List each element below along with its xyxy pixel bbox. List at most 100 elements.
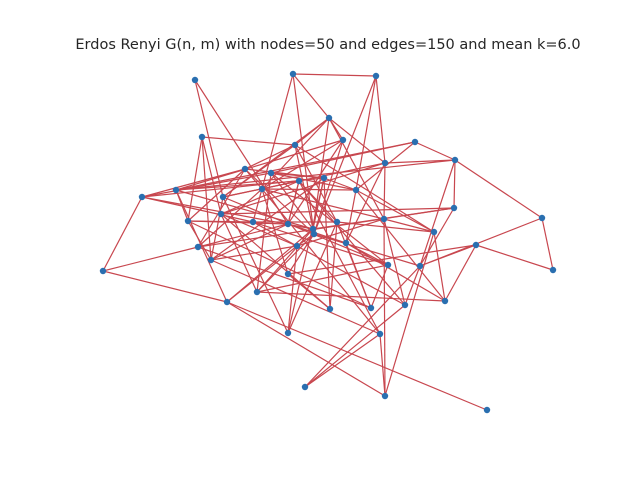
graph-edge [252,221,406,306]
graph-edge [197,223,289,248]
graph-edge [102,246,199,272]
graph-node [367,304,375,312]
graph-node [289,70,297,78]
graph-edge [226,301,386,397]
graph-edge [187,136,203,222]
graph-node [416,262,424,270]
graph-node [284,329,292,337]
node-layer [99,70,557,414]
graph-node [267,169,275,177]
graph-edge [292,73,315,235]
graph-node [381,159,389,167]
graph-node [441,297,449,305]
graph-edge [323,177,357,191]
graph-edge [345,242,446,302]
graph-edge [444,244,477,302]
graph-edge [220,213,298,247]
graph-node [207,256,215,264]
graph-edge [287,233,315,275]
graph-edge [383,218,406,306]
graph-edge [244,168,315,235]
graph-edge [210,259,381,335]
graph-node [223,298,231,306]
graph-edge [419,207,455,267]
graph-edge [141,168,246,198]
edge-layer [102,73,554,411]
graph-node [301,383,309,391]
graph-edge [453,159,456,209]
graph-edge [379,333,386,397]
graph-edge [287,221,338,334]
graph-edge [220,180,300,215]
graph-edge [210,196,224,261]
graph-edge [187,220,289,225]
graph-node [401,301,409,309]
graph-node [241,165,249,173]
graph-edge [313,233,421,267]
graph-edge [355,189,446,302]
graph-node [372,72,380,80]
graph-edge [296,218,385,247]
figure-title: Erdos Renyi G(n, m) with nodes=50 and ed… [75,37,580,53]
graph-edge [201,136,222,215]
graph-node [258,185,266,193]
graph-node [253,288,261,296]
graph-edge [187,168,246,222]
graph-edge [220,207,455,215]
graph-node [284,220,292,228]
graph-edge [201,136,296,146]
graph-edge [252,221,389,266]
graph-edge [355,189,435,233]
graph-edge [313,139,344,235]
graph-edge [256,233,315,293]
graph-node [339,136,347,144]
graph-edge [292,73,377,77]
graph-edge [141,172,272,198]
graph-edge [384,231,435,397]
graph-edge [345,189,357,244]
graph-node [342,239,350,247]
graph-edge [304,265,421,388]
graph-edge [210,245,298,261]
graph-edge [292,73,330,119]
graph-edge [270,172,357,191]
graph-node [325,114,333,122]
graph-edge [287,180,300,225]
graph-edge [270,172,325,179]
graph-edge [541,217,554,271]
graph-node [293,242,301,250]
graph-edge [419,159,456,267]
graph-node [198,133,206,141]
graph-edge [383,218,435,233]
graph-edge [210,223,289,261]
graph-node [376,330,384,338]
graph-edge [336,221,372,309]
graph-node [295,177,303,185]
graph-node [172,186,180,194]
graph-edge [475,244,554,271]
graph-edge [102,196,143,272]
graph-edge [261,188,289,275]
graph-edge [287,273,331,310]
graph-edge [175,141,416,191]
graph-node [411,138,419,146]
graph-edge [384,159,456,164]
graph-edge [102,270,228,303]
graph-node [99,267,107,275]
graph-edge [313,75,377,235]
graph-node [381,392,389,400]
graph-edge [226,245,298,303]
graph-edge [197,246,372,309]
graph-edge [298,180,406,306]
graph-node [472,241,480,249]
graph-edge [328,117,386,164]
graph-node [138,193,146,201]
graph-node [320,174,328,182]
graph-edge [226,301,488,411]
graph-edge [370,264,389,309]
graph-edge [404,265,421,306]
graph-node [384,261,392,269]
graph-node [451,156,459,164]
graph-node [380,215,388,223]
